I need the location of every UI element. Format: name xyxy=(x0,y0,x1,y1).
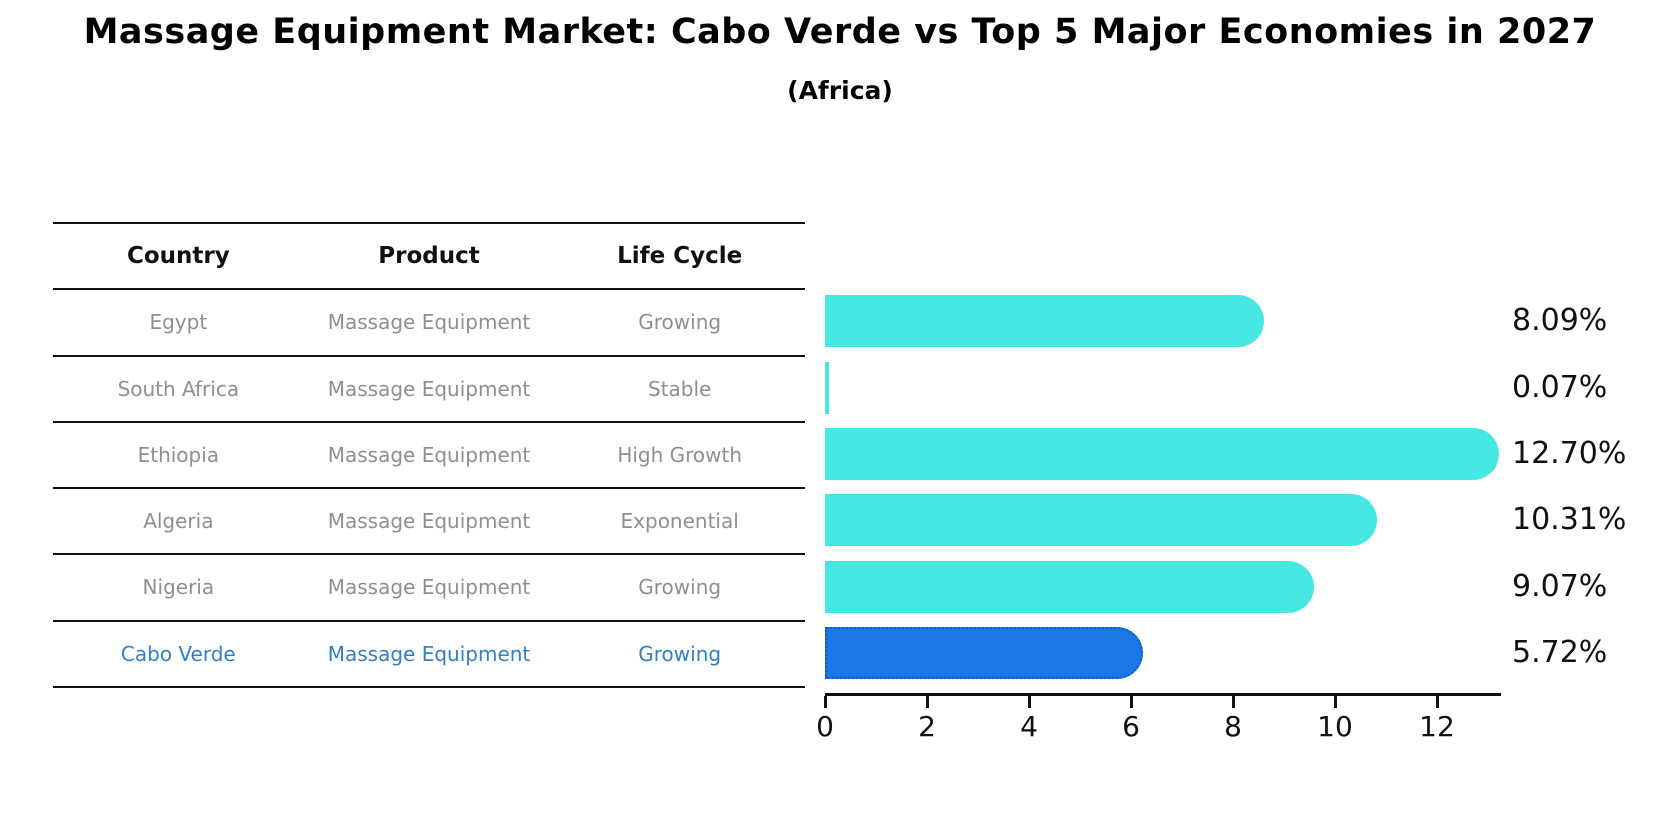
x-axis-tick-label: 0 xyxy=(816,710,834,743)
chart-bar xyxy=(825,560,1314,613)
chart-bar xyxy=(825,361,829,414)
x-axis-tick xyxy=(926,696,929,708)
chart-bar xyxy=(825,295,1264,348)
table-row: Nigeria Massage Equipment Growing xyxy=(53,553,805,619)
chart-bar-highlight xyxy=(825,626,1143,679)
table-cell-product: Massage Equipment xyxy=(327,310,531,335)
x-axis-tick xyxy=(824,696,827,708)
chart-bar xyxy=(825,427,1499,480)
table-cell-life-cycle: Exponential xyxy=(620,509,739,534)
chart-title: Massage Equipment Market: Cabo Verde vs … xyxy=(83,12,1597,52)
table-cell-country: Cabo Verde xyxy=(120,641,236,666)
table-header-row: Country Product Life Cycle xyxy=(53,222,805,288)
table-cell-life-cycle: Stable xyxy=(648,376,712,401)
table-cell-product: Massage Equipment xyxy=(327,509,531,534)
chart-bar xyxy=(825,494,1377,547)
x-axis-tick-label: 4 xyxy=(1020,710,1038,743)
bar-value-label: 12.70% xyxy=(1512,435,1627,471)
bar-value-label: 5.72% xyxy=(1512,634,1608,670)
x-axis-tick-label: 6 xyxy=(1122,710,1140,743)
table-header-product: Product xyxy=(378,243,480,270)
table-cell-life-cycle: High Growth xyxy=(617,442,743,467)
bar-value-label: 8.09% xyxy=(1512,303,1608,339)
bar-value-label: 0.07% xyxy=(1512,369,1608,405)
table-header-country: Country xyxy=(126,243,230,270)
table-cell-product: Massage Equipment xyxy=(327,442,531,467)
table-cell-product: Massage Equipment xyxy=(327,641,531,666)
x-axis-tick-label: 12 xyxy=(1419,710,1455,743)
country-table: Country Product Life Cycle Egypt Massage Equ… xyxy=(53,222,805,688)
table-cell-country: South Africa xyxy=(117,376,240,401)
x-axis-tick xyxy=(1436,696,1439,708)
table-header-life-cycle: Life Cycle xyxy=(617,243,743,270)
x-axis-tick xyxy=(1334,696,1337,708)
x-axis-tick xyxy=(1028,696,1031,708)
x-axis-tick xyxy=(1130,696,1133,708)
x-axis-tick-label: 8 xyxy=(1224,710,1242,743)
table-cell-country: Algeria xyxy=(143,509,214,534)
table-row: Egypt Massage Equipment Growing xyxy=(53,288,805,354)
bar-value-label: 10.31% xyxy=(1512,502,1627,538)
table-cell-life-cycle: Growing xyxy=(638,310,722,335)
table-cell-life-cycle: Growing xyxy=(638,641,722,666)
x-axis-line xyxy=(825,693,1501,696)
x-axis-tick-label: 10 xyxy=(1317,710,1353,743)
x-axis-tick-label: 2 xyxy=(918,710,936,743)
bar-value-label: 9.07% xyxy=(1512,568,1608,604)
table-cell-life-cycle: Growing xyxy=(638,575,722,600)
chart-subtitle: (Africa) xyxy=(787,76,893,105)
table-cell-country: Nigeria xyxy=(142,575,215,600)
table-row: South Africa Massage Equipment Stable xyxy=(53,354,805,421)
table-row: Ethiopia Massage Equipment High Growth xyxy=(53,420,805,487)
table-cell-product: Massage Equipment xyxy=(327,575,531,600)
table-cell-product: Massage Equipment xyxy=(327,376,531,401)
table-cell-country: Ethiopia xyxy=(137,442,220,467)
table-row: Algeria Massage Equipment Exponential xyxy=(53,487,805,553)
x-axis-tick xyxy=(1232,696,1235,708)
table-row: Cabo Verde Massage Equipment Growing xyxy=(53,619,805,686)
table-cell-country: Egypt xyxy=(149,310,208,335)
